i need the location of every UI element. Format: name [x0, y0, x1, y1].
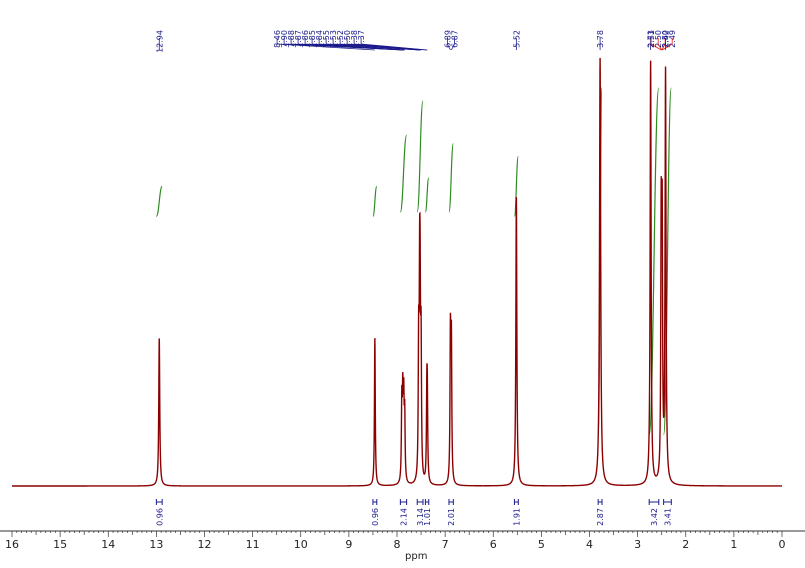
- peak-label-5: 7.86: [301, 30, 310, 48]
- integral-curve-9: [663, 87, 672, 436]
- x-tick-label-5: 5: [538, 538, 545, 551]
- peak-label-connector-14: [447, 43, 451, 51]
- x-tick-label-0: 0: [779, 538, 786, 551]
- peak-label-19: 2.51: [647, 30, 656, 48]
- integral-curve-3: [416, 100, 424, 213]
- peak-label-6: 7.85: [308, 30, 317, 48]
- integral-value-1: 0.96: [371, 508, 380, 526]
- peak-label-11: 7.50: [343, 30, 352, 48]
- peak-label-15: 6.87: [450, 30, 459, 48]
- peak-label-connector-21: [661, 43, 666, 51]
- x-tick-label-8: 8: [394, 538, 401, 551]
- peak-label-connector-19: [650, 43, 662, 51]
- peak-label-connector-15: [451, 43, 455, 51]
- x-tick-label-2: 2: [682, 538, 689, 551]
- peak-label-connector-1: [277, 43, 375, 51]
- peak-label-23: 2.42: [662, 30, 671, 48]
- x-axis-title: ppm: [405, 551, 427, 562]
- integral-value-6: 1.91: [512, 508, 521, 526]
- integral-curve-6: [513, 155, 519, 217]
- peak-label-17: 3.78: [596, 30, 605, 48]
- peak-label-20: 2.50: [654, 30, 663, 48]
- peak-label-9: 7.53: [329, 30, 338, 48]
- peak-label-14: 6.89: [443, 30, 452, 48]
- x-tick-label-15: 15: [53, 538, 67, 551]
- peak-label-connector-11: [347, 43, 422, 51]
- integral-curve-1: [372, 185, 378, 217]
- integral-curve-2: [399, 134, 408, 213]
- spectrum-line: [12, 57, 782, 487]
- x-tick-label-10: 10: [294, 538, 308, 551]
- integral-value-3: 3.14: [416, 508, 425, 526]
- x-tick-label-6: 6: [490, 538, 497, 551]
- integral-curves: [155, 87, 672, 436]
- peak-label-2: 7.90: [280, 30, 289, 48]
- peak-label-connector-7: [319, 43, 405, 51]
- x-tick-label-11: 11: [246, 538, 260, 551]
- integral-value-2: 2.14: [399, 508, 408, 526]
- x-tick-label-16: 16: [5, 538, 19, 551]
- peak-label-3: 7.88: [287, 30, 296, 48]
- integral-value-8: 3.42: [650, 508, 659, 526]
- integral-curve-5: [448, 143, 454, 213]
- integral-curve-0: [155, 185, 163, 217]
- integral-label-group: 0.96 0.96 2.14 3.141.01 2.01 1.91 2.87 3.42 3.41: [155, 499, 672, 526]
- integral-curve-4: [424, 177, 430, 213]
- peak-label-group: 12.94 8.467.907.887.877.867.857.847.557.5…: [155, 30, 677, 53]
- peak-label-22: 2.49: [668, 30, 677, 48]
- spectrum-trace-group: [12, 57, 782, 487]
- integral-value-0: 0.96: [155, 508, 164, 526]
- peak-label-16: 5.52: [512, 30, 521, 48]
- peak-label-1: 8.46: [273, 30, 282, 48]
- peak-label-0: 12.94: [155, 30, 164, 53]
- peak-label-8: 7.55: [322, 30, 331, 48]
- integral-curve-8: [648, 87, 660, 436]
- peak-label-4: 7.87: [294, 30, 303, 48]
- x-tick-label-13: 13: [149, 538, 163, 551]
- x-tick-label-4: 4: [586, 538, 593, 551]
- x-tick-label-7: 7: [442, 538, 449, 551]
- x-tick-label-9: 9: [345, 538, 352, 551]
- peak-label-connector-13: [361, 43, 428, 51]
- peak-label-13: 7.37: [357, 30, 366, 48]
- peak-label-10: 7.52: [336, 30, 345, 48]
- x-tick-label-12: 12: [198, 538, 212, 551]
- x-tick-label-3: 3: [634, 538, 641, 551]
- peak-label-12: 7.38: [350, 30, 359, 48]
- x-tick-label-1: 1: [730, 538, 737, 551]
- x-tick-label-14: 14: [101, 538, 115, 551]
- integral-value-5: 2.01: [447, 508, 456, 526]
- integral-value-9: 3.41: [663, 508, 672, 526]
- peak-label-connector-22: [661, 43, 673, 51]
- integral-value-4: 1.01: [423, 508, 432, 526]
- peak-label-connector-20: [657, 43, 663, 51]
- integral-value-7: 2.87: [596, 508, 605, 526]
- peak-label-7: 7.84: [315, 30, 324, 48]
